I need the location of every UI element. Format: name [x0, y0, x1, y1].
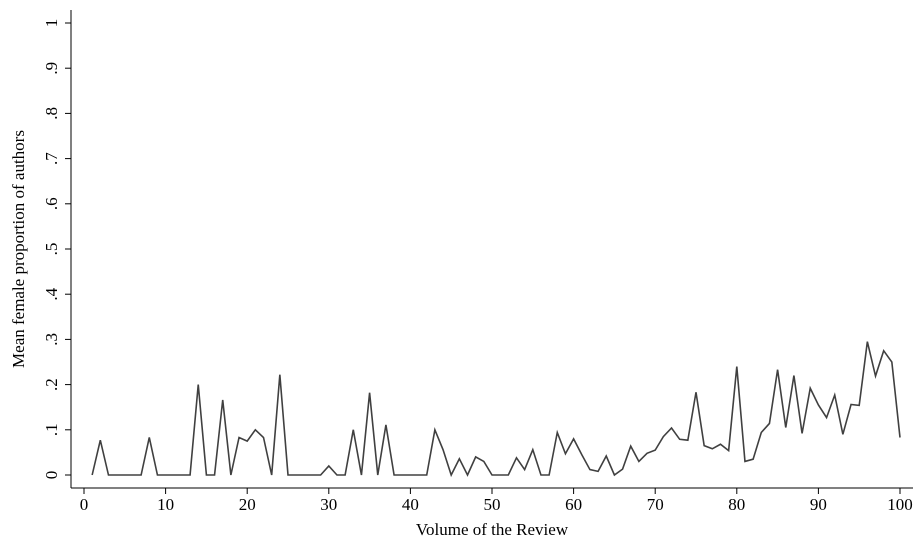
axes — [70, 10, 913, 489]
y-tick-label: .2 — [42, 378, 61, 391]
y-axis-title: Mean female proportion of authors — [9, 130, 28, 368]
x-tick-label: 40 — [402, 495, 419, 514]
y-tick-label: .7 — [42, 152, 61, 165]
y-tick-label: .1 — [42, 423, 61, 436]
x-tick-label: 70 — [647, 495, 664, 514]
x-tick-label: 30 — [320, 495, 337, 514]
x-tick-label: 50 — [484, 495, 501, 514]
y-tick-label: .9 — [42, 62, 61, 75]
y-tick-label: .8 — [42, 107, 61, 120]
x-tick-label: 60 — [565, 495, 582, 514]
x-tick-label: 20 — [239, 495, 256, 514]
x-tick-label: 10 — [157, 495, 174, 514]
x-tick-label: 90 — [810, 495, 827, 514]
x-tick-label: 100 — [887, 495, 913, 514]
y-tick-label: .5 — [42, 243, 61, 256]
x-axis-title: Volume of the Review — [416, 520, 569, 539]
y-tick-label: .4 — [42, 287, 61, 300]
y-tick-label: 1 — [42, 19, 61, 28]
x-tick-label: 80 — [728, 495, 745, 514]
y-axis-ticks: 0 .1 .2 .3 .4 .5 .6 .7 .8 .9 1 — [42, 19, 71, 480]
x-tick-label: 0 — [80, 495, 89, 514]
y-tick-label: .6 — [42, 197, 61, 210]
series-group — [91, 341, 901, 478]
series-line — [91, 341, 901, 478]
y-tick-label: 0 — [42, 471, 61, 480]
y-tick-label: .3 — [42, 333, 61, 346]
x-axis-ticks: 0 10 20 30 40 50 60 70 80 90 100 — [80, 488, 913, 514]
